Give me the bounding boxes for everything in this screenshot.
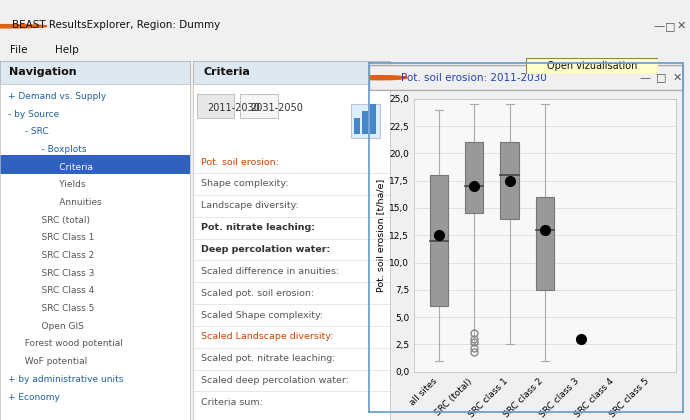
Text: Help: Help bbox=[55, 45, 79, 55]
Text: Pot. soil erosion:: Pot. soil erosion: bbox=[201, 158, 279, 167]
Text: - SRC: - SRC bbox=[19, 127, 48, 136]
Text: SRC Class 5: SRC Class 5 bbox=[30, 304, 95, 313]
Text: SRC Class 2: SRC Class 2 bbox=[30, 251, 95, 260]
Text: File: File bbox=[10, 45, 28, 55]
Bar bbox=[197, 94, 235, 118]
Bar bbox=[362, 111, 368, 134]
Text: Scaled Landscape diversity:: Scaled Landscape diversity: bbox=[201, 332, 333, 341]
Text: Navigation: Navigation bbox=[10, 68, 77, 77]
Bar bbox=[351, 104, 380, 138]
Text: Yields: Yields bbox=[42, 180, 86, 189]
Text: Criteria sum:: Criteria sum: bbox=[201, 398, 263, 407]
Text: - by Source: - by Source bbox=[8, 110, 59, 118]
Text: Criteria: Criteria bbox=[203, 68, 250, 77]
Text: SRC (total): SRC (total) bbox=[30, 215, 90, 225]
Text: Scaled pot. nitrate leaching:: Scaled pot. nitrate leaching: bbox=[201, 354, 335, 363]
Bar bbox=[500, 142, 519, 219]
Text: Scaled deep percolation water:: Scaled deep percolation water: bbox=[201, 376, 349, 385]
Text: + Economy: + Economy bbox=[8, 393, 59, 402]
Text: ✕: ✕ bbox=[672, 73, 682, 83]
Text: + by administrative units: + by administrative units bbox=[8, 375, 123, 384]
Text: BEAST ResultsExplorer, Region: Dummy: BEAST ResultsExplorer, Region: Dummy bbox=[12, 20, 221, 30]
Text: Landscape diversity:: Landscape diversity: bbox=[201, 201, 299, 210]
Text: 2031-2050: 2031-2050 bbox=[250, 102, 303, 113]
Text: SRC Class 3: SRC Class 3 bbox=[30, 269, 95, 278]
Text: Annuities: Annuities bbox=[42, 198, 101, 207]
Text: Scaled pot. soil erosion:: Scaled pot. soil erosion: bbox=[201, 289, 314, 298]
Bar bbox=[355, 118, 360, 134]
Text: Scaled Shape complexity:: Scaled Shape complexity: bbox=[201, 310, 323, 320]
Text: SRC Class 1: SRC Class 1 bbox=[30, 234, 95, 242]
Circle shape bbox=[357, 76, 407, 80]
Text: Open GIS: Open GIS bbox=[30, 322, 84, 331]
Text: Scaled difference in anuities:: Scaled difference in anuities: bbox=[201, 267, 339, 276]
Text: —: — bbox=[640, 73, 651, 83]
Bar bbox=[536, 197, 554, 290]
Text: 2011-2030: 2011-2030 bbox=[207, 102, 259, 113]
Text: Forest wood potential: Forest wood potential bbox=[19, 339, 123, 349]
Bar bbox=[0, 155, 190, 174]
Bar bbox=[465, 142, 484, 213]
Text: ?: ? bbox=[373, 66, 380, 79]
Text: WoF potential: WoF potential bbox=[19, 357, 87, 366]
Text: - Boxplots: - Boxplots bbox=[30, 145, 87, 154]
Text: —: — bbox=[653, 21, 664, 31]
Bar bbox=[370, 104, 376, 134]
Text: + Demand vs. Supply: + Demand vs. Supply bbox=[8, 92, 106, 101]
Bar bbox=[430, 175, 448, 306]
Text: Pot. nitrate leaching:: Pot. nitrate leaching: bbox=[201, 223, 315, 232]
Y-axis label: Pot. soil erosion [t/ha/e]: Pot. soil erosion [t/ha/e] bbox=[376, 178, 385, 292]
Circle shape bbox=[0, 25, 47, 28]
Text: Open vizualisation: Open vizualisation bbox=[547, 60, 638, 71]
Text: Pot. soil erosion: 2011-2030: Pot. soil erosion: 2011-2030 bbox=[400, 73, 546, 83]
Text: Criteria: Criteria bbox=[42, 163, 92, 172]
Text: SRC Class 4: SRC Class 4 bbox=[30, 286, 95, 295]
Text: □: □ bbox=[665, 21, 676, 31]
Text: ✕: ✕ bbox=[677, 21, 687, 31]
Text: Deep percolation water:: Deep percolation water: bbox=[201, 245, 331, 254]
Bar bbox=[240, 94, 278, 118]
Text: □: □ bbox=[656, 73, 667, 83]
Text: Shape complexity:: Shape complexity: bbox=[201, 179, 288, 189]
